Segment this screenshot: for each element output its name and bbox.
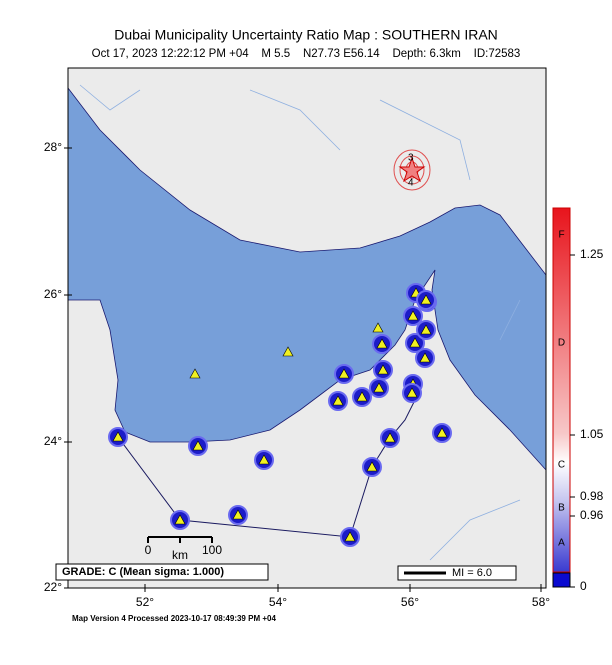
colorbar-tick-label: 0 — [580, 579, 587, 593]
map-area: 3 4 — [67, 67, 547, 589]
station — [192, 440, 204, 451]
rivers — [79, 84, 521, 561]
station — [344, 531, 356, 542]
station — [232, 509, 244, 520]
lat-label: 26° — [44, 287, 62, 301]
station — [420, 324, 432, 335]
colorbar-letter: D — [558, 338, 565, 349]
station — [377, 364, 389, 375]
colorbar-min — [552, 572, 571, 588]
station — [406, 387, 418, 398]
scale-bar — [147, 536, 213, 543]
scale-label: 0 — [145, 543, 152, 557]
grade-box — [55, 563, 269, 581]
station — [419, 352, 431, 363]
scale-label: km — [172, 548, 188, 562]
scale-label: 100 — [202, 543, 222, 557]
station — [372, 322, 384, 333]
colorbar-letter: A — [558, 538, 565, 549]
station — [373, 382, 385, 393]
gulf-water — [67, 86, 547, 472]
colorbar-tick-label: 0.98 — [580, 489, 604, 503]
station — [112, 431, 124, 442]
station — [338, 368, 350, 379]
mi-box — [397, 565, 517, 581]
station — [356, 391, 368, 402]
subtitle: Oct 17, 2023 12:22:12 PM +04 M 5.5 N27.7… — [92, 48, 521, 60]
station — [436, 427, 448, 438]
colorbar-tick-label: 0.96 — [580, 508, 604, 522]
lon-label: 56° — [401, 595, 419, 609]
station — [409, 337, 421, 348]
lat-label: 28° — [44, 140, 62, 154]
lon-label: 52° — [136, 595, 154, 609]
colorbar-letter: F — [558, 230, 564, 241]
contour-label: 3 — [408, 153, 414, 164]
colorbar-tick-label: 1.05 — [580, 427, 604, 441]
station — [332, 395, 344, 406]
station — [366, 461, 378, 472]
station — [376, 338, 388, 349]
colorbar — [552, 207, 571, 573]
lon-label: 54° — [269, 595, 287, 609]
colorbar-letter: B — [558, 503, 565, 514]
lat-label: 22° — [44, 580, 62, 594]
station — [282, 346, 294, 357]
epicenter-star — [398, 156, 426, 183]
colorbar-tick-label: 1.25 — [580, 247, 604, 261]
lat-label: 24° — [44, 434, 62, 448]
footer: Map Version 4 Processed 2023-10-17 08:49… — [72, 614, 276, 623]
lon-label: 58° — [532, 595, 550, 609]
contour-label: 4 — [408, 178, 414, 189]
labels: 28° 26° 24° 22° 52° 54° 56° 58° F D C B A 1.25 1.05 0.9… — [44, 140, 604, 609]
station — [258, 454, 270, 465]
station — [407, 310, 419, 321]
frame — [67, 67, 547, 589]
mi-label: MI = 6.0 — [452, 567, 492, 579]
station — [384, 432, 396, 443]
stations — [108, 283, 452, 547]
station — [189, 368, 201, 379]
station — [174, 514, 186, 525]
title: Dubai Municipality Uncertainty Ratio Map… — [114, 27, 498, 43]
station — [420, 294, 432, 305]
colorbar-letter: C — [558, 460, 565, 471]
grade: GRADE: C (Mean sigma: 1.000) — [62, 566, 224, 578]
